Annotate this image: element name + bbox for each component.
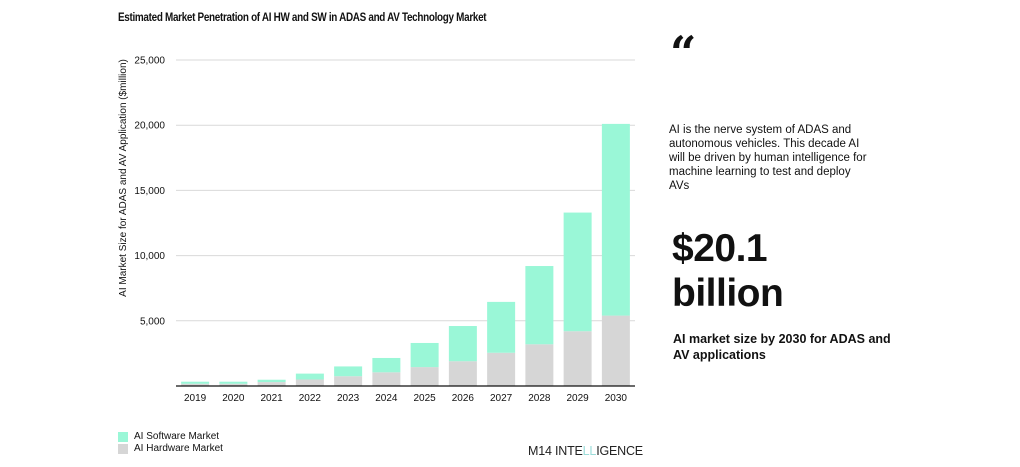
bar-software (257, 379, 286, 383)
y-tick-label: 25,000 (134, 56, 165, 67)
bar-software (601, 123, 630, 316)
x-tick-label: 2023 (337, 393, 360, 404)
logo-suffix: IGENCE (596, 444, 643, 458)
x-tick-label: 2026 (452, 393, 475, 404)
legend-swatch-software (118, 432, 128, 442)
logo-highlight: LL (582, 444, 597, 458)
legend-swatch-hardware (118, 444, 128, 454)
bar-hardware (525, 344, 554, 386)
chart-title: Estimated Market Penetration of AI HW an… (118, 12, 487, 24)
headline-value-unit: billion (672, 272, 784, 315)
legend-item-software: AI Software Market (118, 431, 223, 443)
bars (181, 123, 630, 386)
x-tick-label: 2020 (222, 393, 245, 404)
bar-hardware (487, 352, 516, 386)
legend: AI Software Market AI Hardware Market (118, 431, 223, 455)
bar-hardware (372, 372, 401, 386)
bar-hardware (334, 376, 363, 386)
bar-software (219, 381, 248, 384)
legend-label: AI Software Market (134, 431, 220, 442)
quote-text: AI is the nerve system of ADAS and auton… (669, 124, 867, 192)
bar-software (487, 301, 516, 353)
y-axis-label: AI Market Size for ADAS and AV Applicati… (118, 59, 129, 297)
bar-hardware (448, 361, 477, 386)
x-tick-label: 2028 (528, 393, 551, 404)
headline-value: $20.1 billion (672, 226, 784, 316)
legend-label: AI Hardware Market (134, 443, 223, 454)
bar-software (410, 342, 439, 368)
x-tick-label: 2022 (299, 393, 322, 404)
bar-software (181, 381, 210, 384)
headline-value-amount: $20.1 (672, 227, 768, 270)
bar-hardware (295, 379, 324, 386)
x-tick-label: 2024 (375, 393, 398, 404)
logo-prefix: M14 INTE (528, 444, 583, 458)
y-tick-label: 5,000 (140, 316, 165, 327)
bar-software (448, 326, 477, 362)
bar-software (563, 212, 592, 332)
x-tick-label: 2029 (567, 393, 590, 404)
bar-hardware (410, 367, 439, 386)
legend-item-hardware: AI Hardware Market (118, 443, 223, 455)
x-tick-label: 2021 (261, 393, 284, 404)
bar-software (372, 357, 401, 373)
brand-logo: M14 INTELLIGENCE (528, 444, 643, 458)
bar-hardware (601, 315, 630, 386)
x-axis-ticks: 2019 2020 2021 2022 2023 2024 2025 2026 2027 2028… (184, 393, 627, 404)
bar-software (295, 373, 324, 380)
gridlines (176, 59, 635, 322)
bar-software (334, 366, 363, 377)
bar-hardware (219, 383, 248, 386)
bar-hardware (181, 383, 210, 386)
x-tick-label: 2019 (184, 393, 207, 404)
y-tick-label: 15,000 (134, 186, 165, 197)
x-tick-label: 2027 (490, 393, 513, 404)
y-tick-label: 20,000 (134, 121, 165, 132)
y-tick-label: 10,000 (134, 251, 165, 262)
x-tick-label: 2025 (414, 393, 437, 404)
bar-software (525, 266, 554, 345)
y-axis-ticks: 5,000 10,000 15,000 20,000 25,000 (134, 56, 165, 328)
x-tick-label: 2030 (605, 393, 628, 404)
bar-hardware (563, 331, 592, 386)
headline-caption: AI market size by 2030 for ADAS and AV a… (673, 332, 891, 362)
quote-mark-icon: “ (670, 26, 697, 80)
bar-hardware (257, 382, 286, 386)
